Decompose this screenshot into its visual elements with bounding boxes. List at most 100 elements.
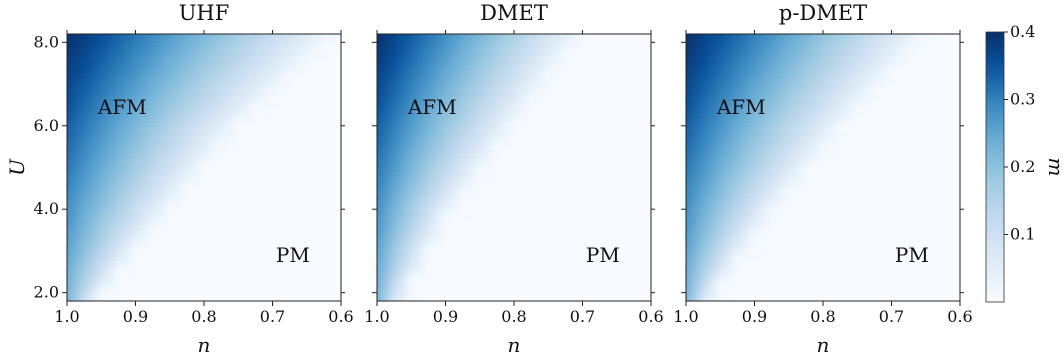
panel-title: UHF [179, 1, 230, 25]
heatmap-row [686, 34, 960, 40]
heatmap-cells [377, 34, 651, 302]
heatmap-row [67, 136, 341, 142]
heatmap-row [67, 51, 341, 57]
heatmap-row [686, 82, 960, 88]
y-axis-label: U [5, 158, 29, 176]
x-tick-label: 0.6 [638, 307, 663, 326]
heatmap-row [686, 51, 960, 57]
heatmap-row [67, 65, 341, 71]
y-tick-label: 4.0 [34, 199, 59, 218]
x-tick-label: 0.6 [947, 307, 972, 326]
heatmap-row [67, 100, 341, 106]
heatmap-row [377, 189, 651, 195]
heatmap-row [67, 198, 341, 204]
heatmap-row [67, 114, 341, 120]
heatmap-row [67, 207, 341, 213]
heatmap-row [686, 87, 960, 93]
x-axis-label: n [817, 333, 830, 357]
heatmap-row [686, 185, 960, 191]
heatmap-row [67, 287, 341, 293]
region-label-pm: PM [276, 243, 310, 267]
heatmap-row [377, 47, 651, 53]
heatmap-row [67, 252, 341, 258]
heatmap-row [686, 78, 960, 84]
heatmap-row [686, 96, 960, 102]
heatmap-row [377, 278, 651, 284]
heatmap-row [377, 118, 651, 124]
x-tick-label: 1.0 [54, 307, 79, 326]
heatmap-row [67, 229, 341, 235]
heatmap-row [686, 229, 960, 235]
region-label-afm: AFM [97, 95, 147, 119]
x-tick-label: 0.8 [501, 307, 526, 326]
colorbar: 0.1 0.2 0.3 0.4 m [985, 22, 1063, 303]
heatmap-row [67, 296, 341, 302]
heatmap-row [377, 180, 651, 186]
heatmap-row [67, 260, 341, 266]
heatmap-row [686, 234, 960, 240]
heatmap-row [67, 171, 341, 177]
heatmap-row [377, 136, 651, 142]
y-tick-label: 8.0 [34, 32, 59, 51]
heatmap-row [67, 163, 341, 169]
heatmap-row [377, 74, 651, 80]
heatmap-row [686, 176, 960, 182]
heatmap-row [377, 56, 651, 62]
heatmap-row [686, 278, 960, 284]
heatmap-row [67, 127, 341, 133]
heatmap-row [67, 189, 341, 195]
panel-1: UHF 1.0 0.9 0.8 0.7 0.6 2.0 4.0 6.0 8.0 n U AFM PM [5, 1, 354, 357]
heatmap-row [67, 203, 341, 209]
y-tick-label: 6.0 [34, 116, 59, 135]
heatmap-row [67, 91, 341, 97]
heatmap-row [67, 278, 341, 284]
heatmap-row [377, 105, 651, 111]
heatmap-row [67, 56, 341, 62]
x-tick-label: 0.8 [810, 307, 835, 326]
panel-title: DMET [480, 1, 548, 25]
heatmap-row [686, 60, 960, 66]
heatmap-row [686, 56, 960, 62]
heatmap-row [67, 180, 341, 186]
heatmap-row [67, 109, 341, 115]
heatmap-row [377, 154, 651, 160]
heatmap-row [686, 145, 960, 151]
heatmap-row [67, 176, 341, 182]
heatmap-row [377, 100, 651, 106]
region-label-pm: PM [586, 243, 620, 267]
heatmap-row [67, 283, 341, 289]
colorbar-tick-label: 0.3 [1010, 90, 1035, 109]
heatmap-row [67, 158, 341, 164]
heatmap-row [377, 65, 651, 71]
x-tick-label: 0.9 [433, 307, 458, 326]
x-axis-label: n [508, 333, 521, 357]
colorbar-label: m [1044, 158, 1063, 177]
heatmap-row [377, 163, 651, 169]
panel-3: p-DMET 1.0 0.9 0.8 0.7 0.6 n AFM PM [673, 1, 972, 357]
heatmap-row [67, 82, 341, 88]
heatmap-row [377, 96, 651, 102]
heatmap-row [377, 140, 651, 146]
heatmap-row [67, 96, 341, 102]
x-tick-label: 1.0 [673, 307, 698, 326]
heatmap-row [67, 145, 341, 151]
heatmap-row [686, 74, 960, 80]
x-tick-label: 0.8 [191, 307, 216, 326]
heatmap-row [686, 65, 960, 71]
colorbar-gradient [985, 31, 1005, 303]
heatmap-row [686, 203, 960, 209]
colorbar-tick-label: 0.1 [1010, 225, 1035, 244]
heatmap-row [377, 38, 651, 44]
heatmap-row [67, 149, 341, 155]
heatmap-row [686, 283, 960, 289]
heatmap-row [377, 292, 651, 298]
heatmap-row [67, 105, 341, 111]
x-tick-label: 0.7 [879, 307, 904, 326]
heatmap-row [686, 114, 960, 120]
heatmap-row [686, 269, 960, 275]
heatmap-row [686, 220, 960, 226]
region-label-pm: PM [895, 243, 929, 267]
heatmap-row [686, 198, 960, 204]
region-label-afm: AFM [716, 95, 766, 119]
heatmap-row [686, 243, 960, 249]
